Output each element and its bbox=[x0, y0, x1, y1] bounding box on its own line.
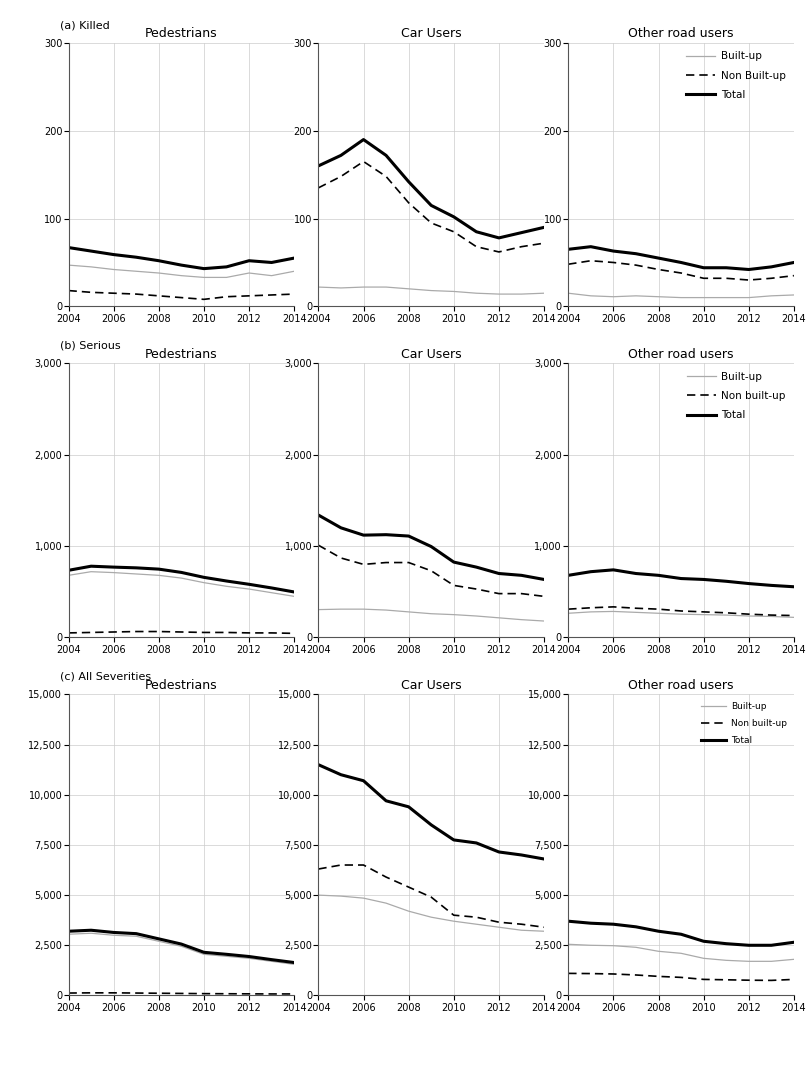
Title: Car Users: Car Users bbox=[401, 28, 462, 41]
Text: (b) Serious: (b) Serious bbox=[60, 341, 121, 350]
Title: Other road users: Other road users bbox=[629, 348, 733, 361]
Title: Car Users: Car Users bbox=[401, 679, 462, 692]
Text: (a) Killed: (a) Killed bbox=[60, 20, 110, 30]
Title: Car Users: Car Users bbox=[401, 348, 462, 361]
Legend: Built-up, Non built-up, Total: Built-up, Non built-up, Total bbox=[698, 699, 789, 747]
Legend: Built-up, Non built-up, Total: Built-up, Non built-up, Total bbox=[683, 369, 789, 424]
Title: Other road users: Other road users bbox=[629, 28, 733, 41]
Title: Other road users: Other road users bbox=[629, 679, 733, 692]
Text: (c) All Severities: (c) All Severities bbox=[60, 672, 152, 682]
Title: Pedestrians: Pedestrians bbox=[145, 679, 218, 692]
Title: Pedestrians: Pedestrians bbox=[145, 348, 218, 361]
Title: Pedestrians: Pedestrians bbox=[145, 28, 218, 41]
Legend: Built-up, Non Built-up, Total: Built-up, Non Built-up, Total bbox=[683, 48, 789, 103]
